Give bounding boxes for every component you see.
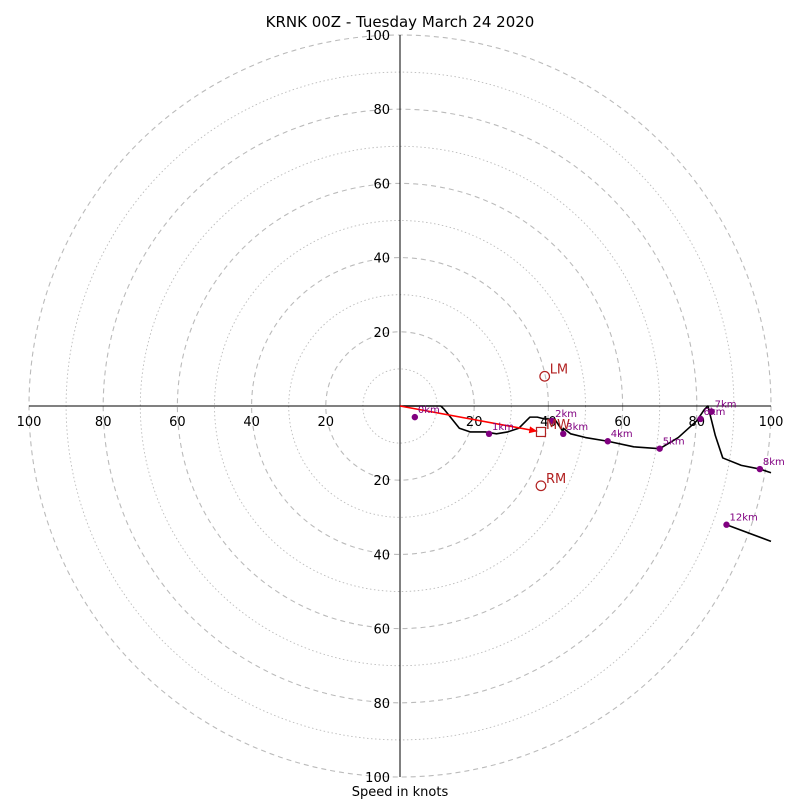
height-marker-point — [697, 415, 704, 423]
height-marker-point — [560, 430, 567, 438]
storm-motion-label: MW — [546, 418, 570, 433]
height-marker-point — [411, 413, 419, 421]
y-tick-label: 100 — [365, 771, 390, 786]
y-tick-label: 80 — [373, 103, 390, 118]
storm-motion-marker — [539, 370, 551, 382]
height-marker-label: 2km — [555, 409, 577, 420]
height-marker-label: 12km — [729, 513, 757, 524]
x-tick-label: 80 — [95, 415, 112, 430]
y-tick-label: 80 — [373, 697, 390, 712]
chart-title: KRNK 00Z - Tuesday March 24 2020 — [266, 13, 535, 31]
hodograph-line-upper — [726, 523, 772, 543]
x-axis-label: Speed in knots — [352, 785, 449, 800]
x-tick-label: 40 — [243, 415, 260, 430]
y-tick-label: 100 — [365, 29, 390, 44]
tick-labels: 100 80 60 40 20 20 40 60 80 100100806040202040608… — [17, 29, 784, 786]
height-marker-point — [756, 465, 764, 473]
height-marker-point — [548, 417, 556, 425]
storm-motion-marker — [535, 426, 547, 438]
height-marker-label: 4km — [611, 429, 633, 440]
height-marker-label: 7km — [715, 400, 737, 411]
height-markers: 0km1km2km3km4km5km6km7km8km12km — [411, 400, 785, 528]
y-tick-label: 40 — [373, 252, 390, 267]
hodograph-series — [399, 405, 772, 543]
height-marker-point — [485, 430, 493, 438]
height-marker-label: 3km — [566, 422, 588, 433]
x-tick-label: 100 — [759, 415, 784, 430]
storm-motion-label: RM — [546, 472, 566, 487]
height-marker-point — [723, 521, 730, 528]
height-marker-point — [708, 408, 715, 415]
y-tick-label: 20 — [373, 326, 390, 341]
y-tick-label: 40 — [373, 548, 390, 563]
hodograph-line — [400, 405, 772, 474]
y-tick-label: 60 — [373, 177, 390, 192]
height-marker-point — [604, 438, 611, 445]
shear-vector — [399, 405, 538, 433]
shear-vector-head — [528, 426, 538, 434]
height-marker-label: 1km — [492, 422, 514, 433]
height-marker-point — [656, 445, 663, 452]
height-marker-label: 5km — [663, 437, 685, 448]
storm-motion-marker — [535, 480, 547, 492]
x-tick-label: 60 — [169, 415, 186, 430]
storm-motion-label: LM — [550, 362, 568, 377]
x-tick-label: 100 — [17, 415, 42, 430]
storm-motion-markers: LM MW RM — [535, 362, 570, 492]
y-tick-label: 20 — [373, 474, 390, 489]
x-tick-label: 60 — [614, 415, 631, 430]
x-tick-label: 20 — [318, 415, 335, 430]
height-marker-label: 8km — [763, 457, 785, 468]
height-marker-label: 0km — [418, 405, 440, 416]
y-tick-label: 60 — [373, 623, 390, 638]
x-tick-label: 20 — [466, 415, 483, 430]
